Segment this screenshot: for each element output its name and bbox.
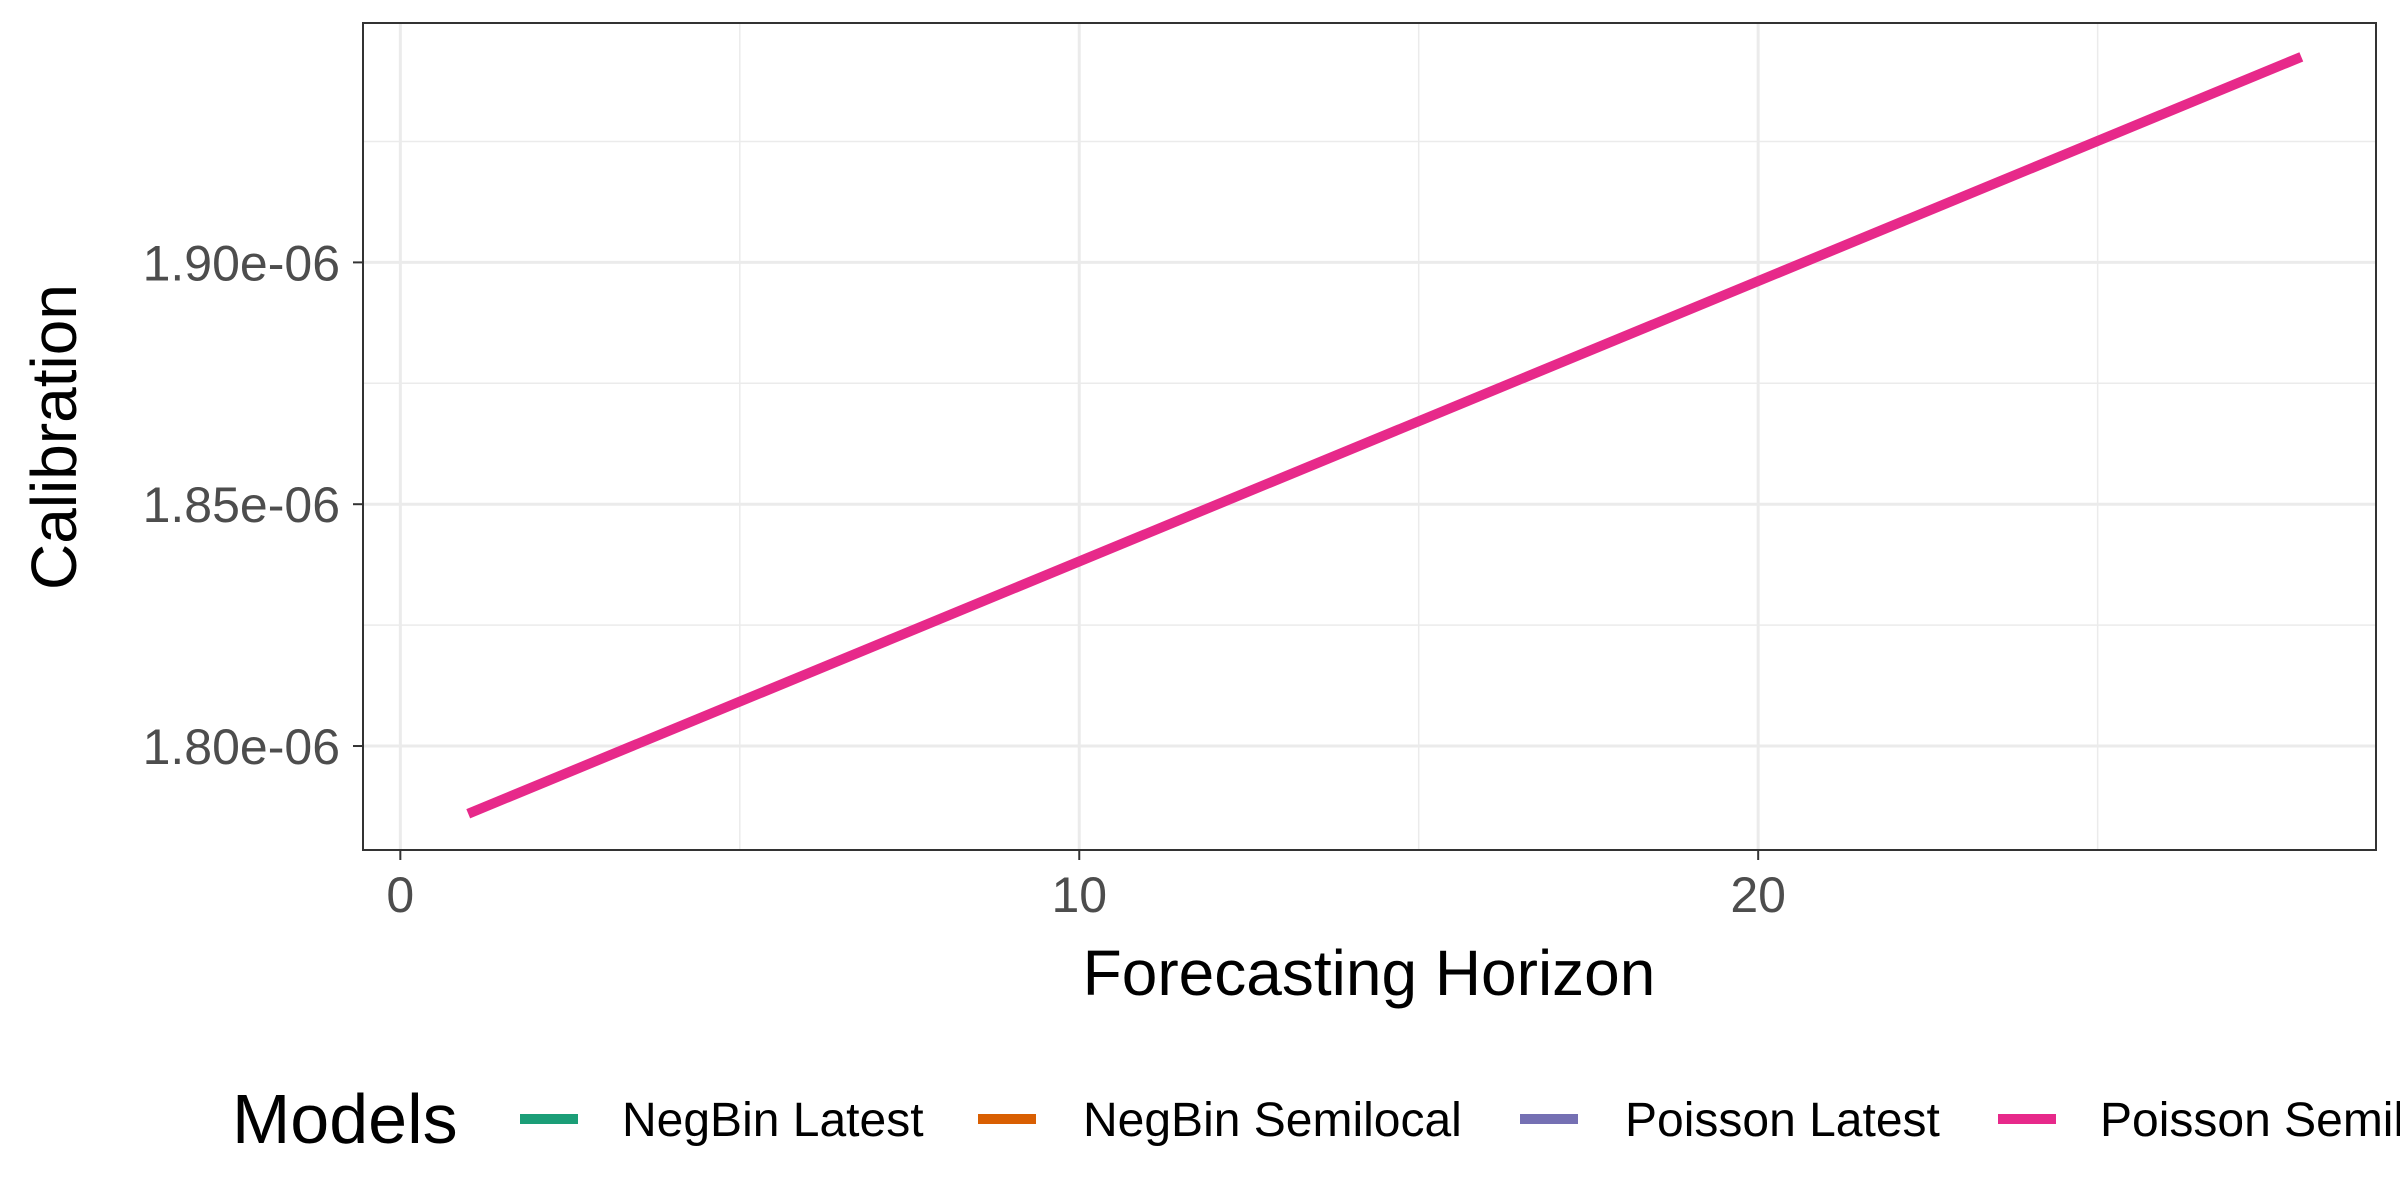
major-gridlines xyxy=(363,23,2376,850)
series-layer xyxy=(466,52,2304,819)
legend-label: Poisson Semilocal xyxy=(2100,1094,2400,1147)
y-axis: 1.80e-06 1.85e-06 1.90e-06 xyxy=(143,235,363,775)
legend-title: Models xyxy=(232,1080,458,1158)
x-tick-label: 10 xyxy=(1051,867,1107,923)
x-axis: 0 10 20 xyxy=(386,850,1786,923)
y-axis-title: Calibration xyxy=(18,284,90,590)
x-axis-title: Forecasting Horizon xyxy=(1083,937,1656,1009)
x-tick-label: 0 xyxy=(386,867,414,923)
y-tick-label: 1.80e-06 xyxy=(143,719,340,775)
minor-gridlines xyxy=(363,23,2376,850)
x-tick-label: 20 xyxy=(1730,867,1786,923)
series-line-poisson-semilocal xyxy=(466,52,2304,819)
y-tick-label: 1.85e-06 xyxy=(143,477,340,533)
legend-entries: NegBin Latest NegBin Semilocal Poisson Lat… xyxy=(520,1094,2400,1147)
legend-label: NegBin Latest xyxy=(622,1094,924,1147)
legend-label: Poisson Latest xyxy=(1625,1094,1940,1147)
panel-border xyxy=(362,22,2377,851)
y-tick-label: 1.90e-06 xyxy=(143,235,340,291)
plot-panel xyxy=(362,22,2377,851)
legend: Models NegBin Latest NegBin Semilocal Pois… xyxy=(232,1080,2400,1158)
legend-label: NegBin Semilocal xyxy=(1083,1094,1462,1147)
